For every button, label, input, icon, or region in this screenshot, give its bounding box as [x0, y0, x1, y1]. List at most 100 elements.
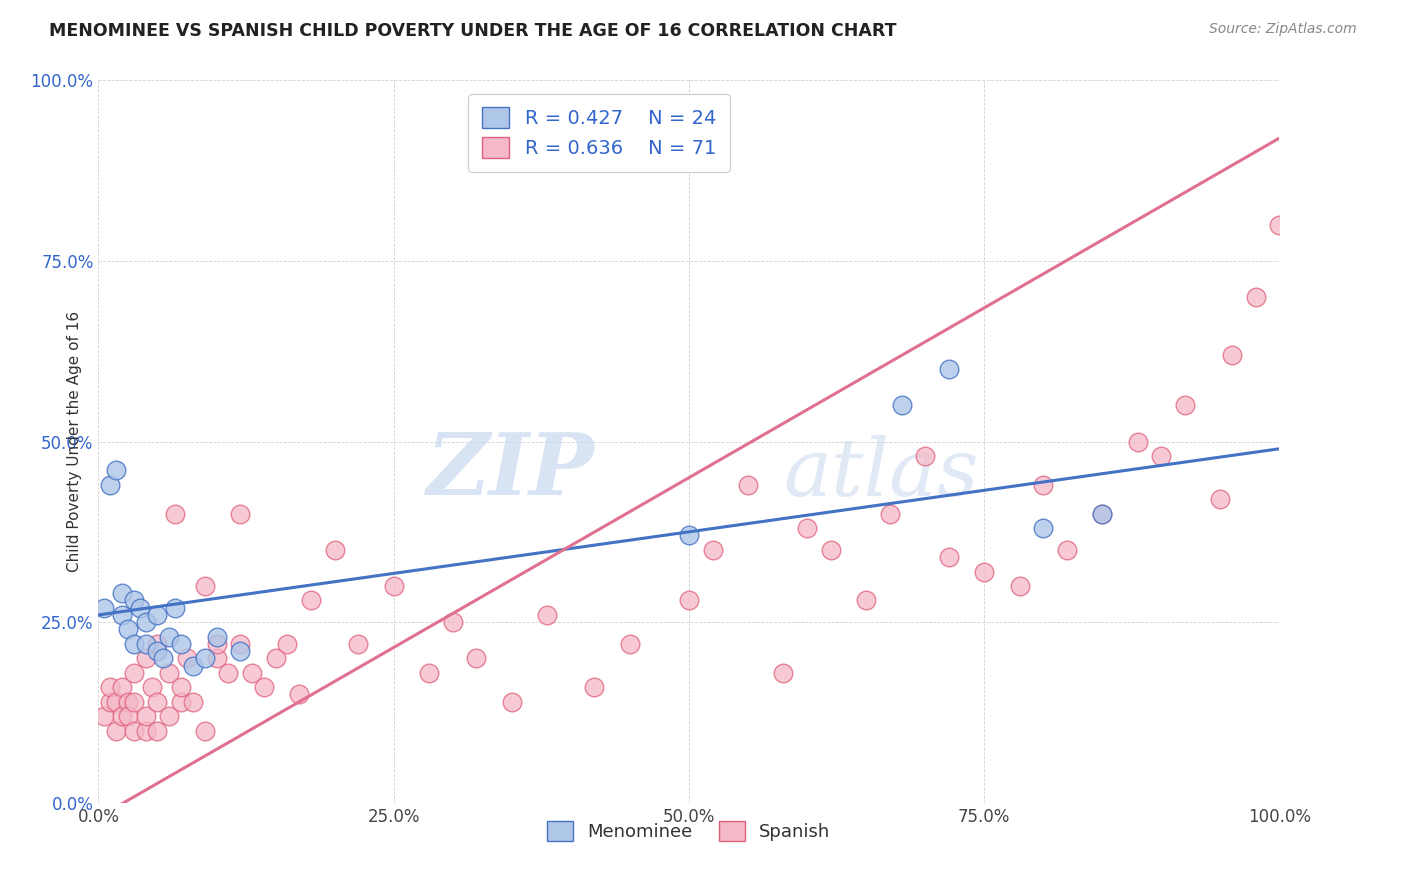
- Point: [98, 478, 121, 492]
- Point: [122, 695, 145, 709]
- Point: [229, 507, 252, 521]
- Point: [347, 637, 370, 651]
- Point: [170, 680, 193, 694]
- Point: [276, 637, 298, 651]
- Point: [141, 680, 163, 694]
- Point: [796, 521, 818, 535]
- Point: [914, 449, 936, 463]
- Point: [1032, 521, 1054, 535]
- Point: [122, 665, 145, 680]
- Point: [1244, 290, 1267, 304]
- Point: [619, 637, 641, 651]
- Point: [299, 593, 322, 607]
- Point: [152, 651, 174, 665]
- Y-axis label: Child Poverty Under the Age of 16: Child Poverty Under the Age of 16: [66, 311, 82, 572]
- Point: [105, 723, 128, 738]
- Point: [253, 680, 276, 694]
- Point: [146, 637, 169, 651]
- Point: [194, 579, 217, 593]
- Point: [501, 695, 523, 709]
- Point: [117, 695, 139, 709]
- Point: [229, 644, 252, 658]
- Point: [111, 607, 134, 622]
- Text: atlas: atlas: [783, 435, 979, 513]
- Point: [1174, 398, 1197, 412]
- Point: [1032, 478, 1054, 492]
- Point: [194, 723, 217, 738]
- Point: [135, 615, 157, 630]
- Point: [441, 615, 464, 630]
- Text: Source: ZipAtlas.com: Source: ZipAtlas.com: [1209, 22, 1357, 37]
- Point: [855, 593, 877, 607]
- Point: [1268, 218, 1291, 232]
- Point: [98, 695, 121, 709]
- Point: [194, 651, 217, 665]
- Point: [128, 600, 150, 615]
- Point: [105, 463, 128, 477]
- Point: [93, 709, 115, 723]
- Point: [890, 398, 912, 412]
- Point: [536, 607, 558, 622]
- Point: [240, 665, 263, 680]
- Point: [205, 651, 228, 665]
- Point: [205, 637, 228, 651]
- Point: [98, 680, 121, 694]
- Point: [146, 695, 169, 709]
- Point: [1056, 542, 1078, 557]
- Point: [938, 362, 960, 376]
- Point: [122, 723, 145, 738]
- Point: [111, 586, 134, 600]
- Point: [157, 665, 180, 680]
- Point: [146, 723, 169, 738]
- Point: [135, 709, 157, 723]
- Point: [1150, 449, 1173, 463]
- Point: [111, 709, 134, 723]
- Point: [583, 680, 606, 694]
- Point: [111, 680, 134, 694]
- Point: [702, 542, 724, 557]
- Point: [1220, 348, 1243, 362]
- Point: [93, 600, 115, 615]
- Point: [105, 695, 128, 709]
- Point: [117, 623, 139, 637]
- Point: [264, 651, 287, 665]
- Point: [973, 565, 995, 579]
- Point: [1209, 492, 1232, 507]
- Point: [135, 637, 157, 651]
- Point: [157, 630, 180, 644]
- Point: [879, 507, 901, 521]
- Point: [135, 723, 157, 738]
- Point: [122, 593, 145, 607]
- Point: [181, 695, 204, 709]
- Point: [181, 658, 204, 673]
- Point: [737, 478, 759, 492]
- Point: [217, 665, 239, 680]
- Point: [122, 637, 145, 651]
- Point: [678, 528, 700, 542]
- Point: [146, 607, 169, 622]
- Point: [165, 507, 187, 521]
- Point: [165, 600, 187, 615]
- Point: [418, 665, 440, 680]
- Point: [170, 695, 193, 709]
- Point: [1091, 507, 1114, 521]
- Point: [678, 593, 700, 607]
- Point: [465, 651, 488, 665]
- Point: [323, 542, 346, 557]
- Point: [229, 637, 252, 651]
- Point: [170, 637, 193, 651]
- Text: ZIP: ZIP: [426, 429, 595, 512]
- Legend: Menominee, Spanish: Menominee, Spanish: [540, 814, 838, 848]
- Point: [288, 687, 311, 701]
- Point: [382, 579, 405, 593]
- Text: MENOMINEE VS SPANISH CHILD POVERTY UNDER THE AGE OF 16 CORRELATION CHART: MENOMINEE VS SPANISH CHILD POVERTY UNDER…: [49, 22, 897, 40]
- Point: [1091, 507, 1114, 521]
- Point: [772, 665, 794, 680]
- Point: [205, 630, 228, 644]
- Point: [117, 709, 139, 723]
- Point: [146, 644, 169, 658]
- Point: [938, 550, 960, 565]
- Point: [176, 651, 198, 665]
- Point: [1126, 434, 1149, 449]
- Point: [157, 709, 180, 723]
